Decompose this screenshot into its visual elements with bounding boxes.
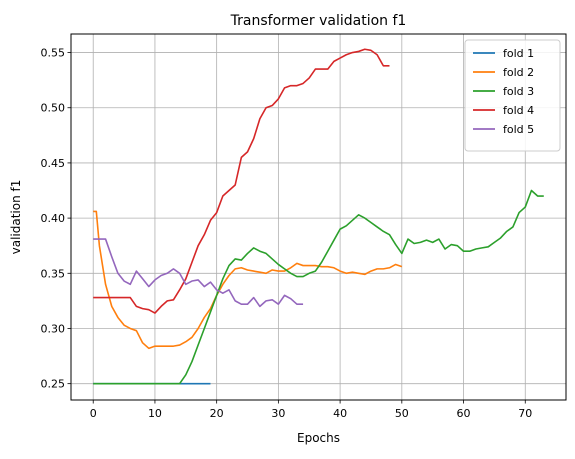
plot-frame — [70, 33, 567, 401]
legend-box — [464, 39, 561, 152]
chart-title: Transformer validation f1 — [230, 13, 407, 29]
y-tick-label: 0.35 — [41, 267, 66, 280]
y-axis-label: validation f1 — [9, 180, 23, 255]
y-tick-label: 0.25 — [41, 378, 66, 391]
series-line-fold-4 — [93, 48, 390, 314]
y-tick-label: 0.50 — [41, 102, 66, 115]
series-lines — [93, 48, 544, 385]
x-tick-label: 40 — [333, 407, 347, 420]
y-axis-ticks: 0.25 0.30 0.35 0.40 0.45 0.50 0.55 — [41, 47, 71, 391]
legend: fold 1 fold 2 fold 3 fold 4 fold 5 — [464, 39, 561, 152]
y-tick-label: 0.45 — [41, 157, 66, 170]
x-axis-ticks: 0 10 20 30 40 50 60 70 — [90, 400, 532, 420]
series-line-fold-3 — [93, 189, 544, 385]
y-tick-label: 0.30 — [41, 322, 66, 335]
x-axis-label: Epochs — [297, 431, 340, 445]
series-line-fold-2 — [93, 210, 403, 350]
x-tick-label: 0 — [90, 407, 97, 420]
x-tick-label: 10 — [148, 407, 162, 420]
x-tick-label: 50 — [395, 407, 409, 420]
x-tick-label: 60 — [457, 407, 471, 420]
legend-label-fold-2: fold 2 — [503, 66, 534, 79]
x-tick-label: 30 — [271, 407, 285, 420]
x-tick-label: 20 — [210, 407, 224, 420]
x-tick-label: 70 — [518, 407, 532, 420]
y-tick-label: 0.40 — [41, 212, 66, 225]
series-line-fold-5 — [93, 238, 304, 308]
legend-label-fold-5: fold 5 — [503, 123, 534, 136]
y-tick-label: 0.55 — [41, 47, 66, 60]
legend-label-fold-3: fold 3 — [503, 85, 534, 98]
legend-label-fold-1: fold 1 — [503, 47, 534, 60]
legend-label-fold-4: fold 4 — [503, 104, 534, 117]
